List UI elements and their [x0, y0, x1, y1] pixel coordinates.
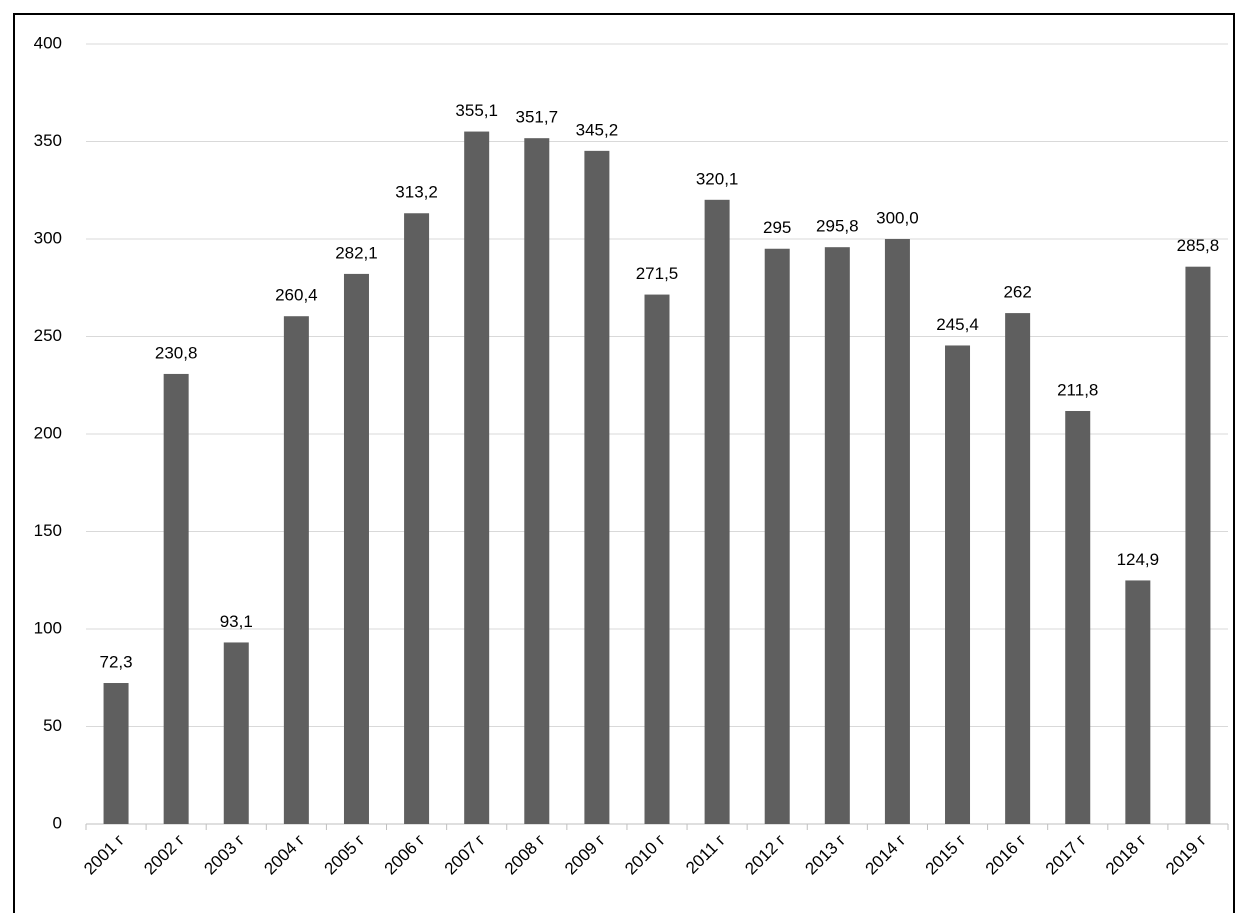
- x-tick-label: 2013 г: [801, 831, 849, 879]
- data-label: 282,1: [335, 243, 378, 262]
- bar: [524, 138, 550, 824]
- x-tick-label: 2018 г: [1102, 831, 1150, 879]
- x-tick-label: 2014 г: [862, 831, 910, 879]
- data-label: 355,1: [455, 101, 498, 120]
- y-tick-label: 50: [43, 716, 62, 735]
- y-tick-label: 300: [34, 228, 62, 247]
- x-tick-label: 2001 г: [80, 831, 128, 879]
- x-tick-label: 2006 г: [381, 831, 429, 879]
- bar: [584, 150, 610, 825]
- bar: [404, 213, 430, 824]
- bar: [1005, 313, 1031, 824]
- data-label: 320,1: [696, 169, 739, 188]
- data-label: 313,2: [395, 183, 438, 202]
- data-label: 124,9: [1117, 550, 1160, 569]
- y-tick-label: 250: [34, 326, 62, 345]
- bar: [764, 248, 790, 824]
- bar: [704, 199, 730, 824]
- data-label: 300,0: [876, 208, 919, 227]
- x-tick-label: 2002 г: [140, 831, 188, 879]
- x-tick-label: 2019 г: [1162, 831, 1210, 879]
- bar: [1125, 580, 1151, 824]
- chart-border: [13, 13, 1235, 913]
- bar: [223, 642, 249, 824]
- data-label: 72,3: [100, 652, 133, 671]
- x-tick-label: 2015 г: [922, 831, 970, 879]
- x-tick-label: 2009 г: [561, 831, 609, 879]
- x-tick-label: 2012 г: [741, 831, 789, 879]
- bar: [884, 239, 910, 824]
- data-label: 285,8: [1177, 236, 1220, 255]
- y-tick-label: 350: [34, 131, 62, 150]
- data-label: 262: [1003, 283, 1031, 302]
- y-tick-label: 100: [34, 618, 62, 637]
- bar: [1185, 266, 1211, 824]
- data-label: 345,2: [576, 120, 619, 139]
- x-tick-label: 2011 г: [682, 831, 729, 878]
- data-label: 260,4: [275, 286, 318, 305]
- data-label: 295: [763, 218, 791, 237]
- data-label: 245,4: [936, 315, 979, 334]
- bar: [163, 373, 189, 824]
- bar: [343, 273, 369, 824]
- y-tick-label: 400: [34, 33, 62, 52]
- bar: [103, 683, 129, 824]
- y-tick-label: 150: [34, 521, 62, 540]
- x-tick-label: 2004 г: [260, 831, 308, 879]
- y-tick-label: 200: [34, 423, 62, 442]
- x-tick-label: 2017 г: [1042, 831, 1090, 879]
- y-tick-label: 0: [53, 813, 62, 832]
- bar: [283, 316, 309, 824]
- x-tick-label: 2008 г: [501, 831, 549, 879]
- bar: [1065, 410, 1091, 824]
- x-tick-label: 2005 г: [321, 831, 369, 879]
- x-tick-label: 2010 г: [621, 831, 669, 879]
- bar: [644, 294, 670, 824]
- data-label: 93,1: [220, 612, 253, 631]
- x-tick-label: 2007 г: [441, 831, 489, 879]
- x-tick-label: 2003 г: [200, 831, 248, 879]
- data-label: 295,8: [816, 217, 859, 236]
- data-label: 351,7: [516, 108, 559, 127]
- data-label: 271,5: [636, 264, 679, 283]
- bar: [824, 247, 850, 824]
- bar: [464, 131, 490, 824]
- x-tick-label: 2016 г: [982, 831, 1030, 879]
- bar: [945, 345, 971, 824]
- data-label: 230,8: [155, 343, 198, 362]
- data-label: 211,8: [1057, 380, 1098, 399]
